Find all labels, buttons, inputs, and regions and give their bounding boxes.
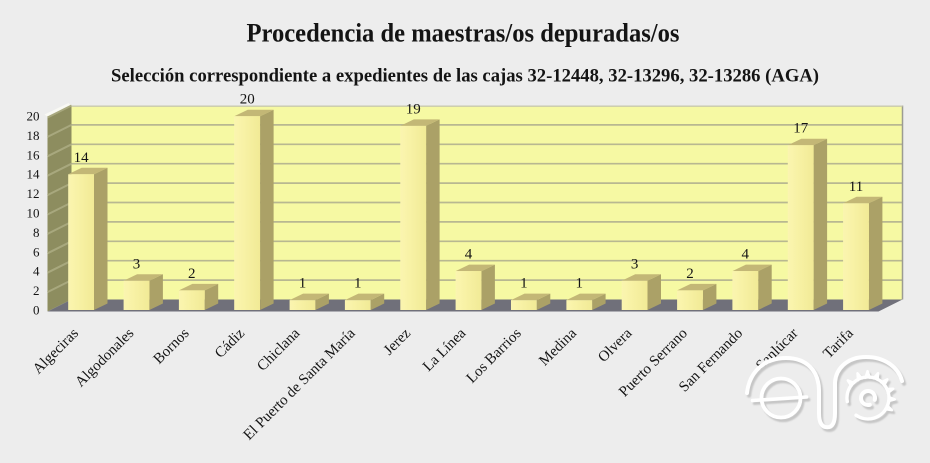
svg-text:8: 8 bbox=[33, 225, 40, 240]
svg-text:1: 1 bbox=[354, 276, 362, 292]
svg-text:11: 11 bbox=[849, 179, 863, 195]
svg-text:1: 1 bbox=[575, 276, 583, 292]
svg-text:3: 3 bbox=[133, 256, 141, 272]
svg-text:Procedencia de maestras/os dep: Procedencia de maestras/os depuradas/os bbox=[247, 19, 680, 48]
svg-text:14: 14 bbox=[74, 150, 90, 166]
svg-text:10: 10 bbox=[27, 206, 40, 221]
svg-text:17: 17 bbox=[793, 121, 809, 137]
svg-text:14: 14 bbox=[27, 167, 41, 182]
svg-text:12: 12 bbox=[27, 186, 40, 201]
svg-text:0: 0 bbox=[33, 303, 40, 318]
svg-text:4: 4 bbox=[742, 247, 750, 263]
svg-text:4: 4 bbox=[33, 264, 40, 279]
svg-text:19: 19 bbox=[406, 101, 421, 117]
svg-text:6: 6 bbox=[33, 244, 40, 259]
svg-text:2: 2 bbox=[188, 266, 196, 282]
svg-text:2: 2 bbox=[686, 266, 694, 282]
svg-text:4: 4 bbox=[465, 247, 473, 263]
svg-text:16: 16 bbox=[27, 147, 41, 162]
svg-text:20: 20 bbox=[27, 109, 40, 124]
svg-text:18: 18 bbox=[27, 128, 40, 143]
svg-text:20: 20 bbox=[240, 92, 255, 108]
svg-text:1: 1 bbox=[299, 276, 307, 292]
svg-text:2: 2 bbox=[33, 283, 40, 298]
svg-text:Selección correspondiente a ex: Selección correspondiente a expedientes … bbox=[111, 66, 819, 87]
svg-text:1: 1 bbox=[520, 276, 528, 292]
svg-text:3: 3 bbox=[631, 256, 639, 272]
